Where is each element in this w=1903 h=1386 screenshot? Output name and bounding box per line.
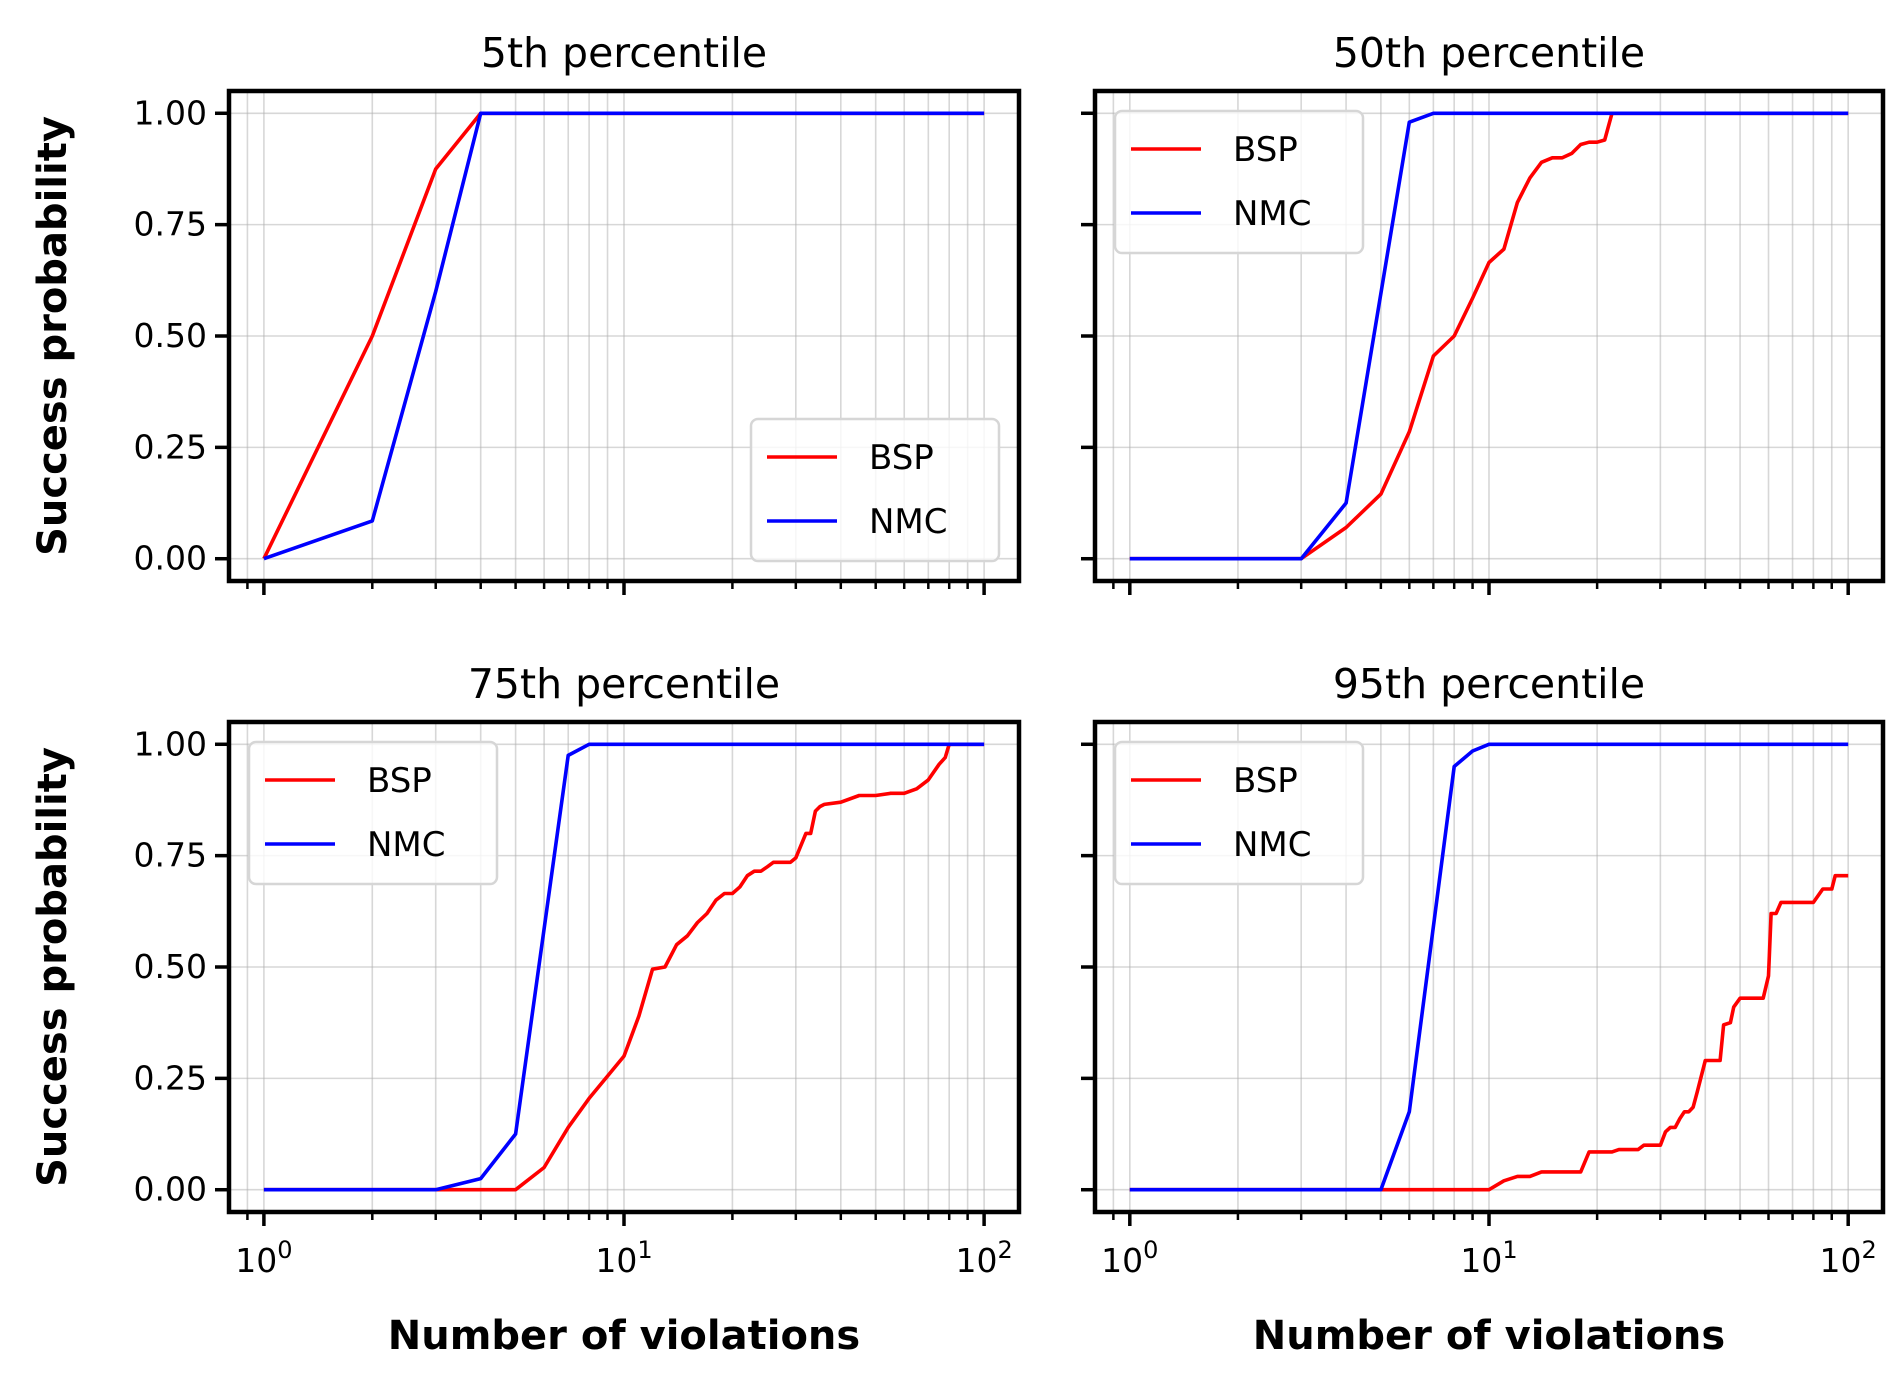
subplot-1: 0.00 0.25 0.50 0.75 1.00 Success probability 5… [30,29,1022,595]
legend: BSP NMC [1113,740,1365,886]
x-tick-label: 101 [595,1236,652,1280]
legend-label-nmc: NMC [869,502,948,542]
legend: BSP NMC [1113,109,1365,255]
legend-box [1113,740,1365,886]
x-axis-label: Number of violations [1253,1313,1725,1359]
legend-box [1113,109,1365,255]
subplot-title: 50th percentile [1333,29,1645,77]
subplot-title: 75th percentile [468,660,780,708]
legend-box [247,740,499,886]
y-tick-label: 0.75 [134,836,207,875]
legend-label-bsp: BSP [1233,761,1298,801]
series-line-nmc [1129,111,1849,561]
y-tick-label: 0.25 [134,1058,207,1097]
x-tick-label: 102 [955,1236,1012,1280]
y-tick-label: 1.00 [134,93,207,132]
subplot-3: 0.00 0.25 0.50 0.75 1.00 100 101 102 Number of v… [30,660,1022,1359]
subplot-2: 50th percentile BSP NMC [1081,29,1886,595]
subplot-title: 5th percentile [481,29,767,77]
y-tick-label: 0.75 [134,205,207,244]
legend-label-bsp: BSP [1233,130,1298,170]
y-tick-label: 0.50 [134,316,207,355]
series-line-nmc [1129,742,1849,1192]
y-tick-label: 0.00 [134,1170,207,1209]
y-tick-label: 1.00 [134,724,207,763]
y-tick-label: 0.00 [134,539,207,578]
legend: BSP NMC [247,740,499,886]
series-line-bsp [1129,111,1849,561]
legend: BSP NMC [749,417,1001,563]
x-tick-label: 101 [1460,1236,1517,1280]
legend-label-nmc: NMC [1233,194,1312,234]
legend-label-nmc: NMC [1233,825,1312,865]
series-line-bsp [1129,873,1849,1192]
x-tick-label: 102 [1820,1236,1877,1280]
subplot-4: 100 101 102 Number of violations 95th percen… [1081,660,1886,1359]
x-tick-label: 100 [235,1236,292,1280]
y-tick-label: 0.50 [134,947,207,986]
y-axis-label: Success probability [30,747,76,1187]
y-tick-label: 0.25 [134,427,207,466]
legend-label-nmc: NMC [367,825,446,865]
legend-label-bsp: BSP [367,761,432,801]
y-axis-label: Success probability [30,116,76,556]
series-line-nmc [263,742,985,1192]
series-line-nmc [263,111,985,561]
legend-label-bsp: BSP [869,438,934,478]
series-line-bsp [263,742,985,1192]
legend-box [749,417,1001,563]
subplot-title: 95th percentile [1333,660,1645,708]
x-axis-label: Number of violations [388,1313,860,1359]
x-tick-label: 100 [1101,1236,1158,1280]
